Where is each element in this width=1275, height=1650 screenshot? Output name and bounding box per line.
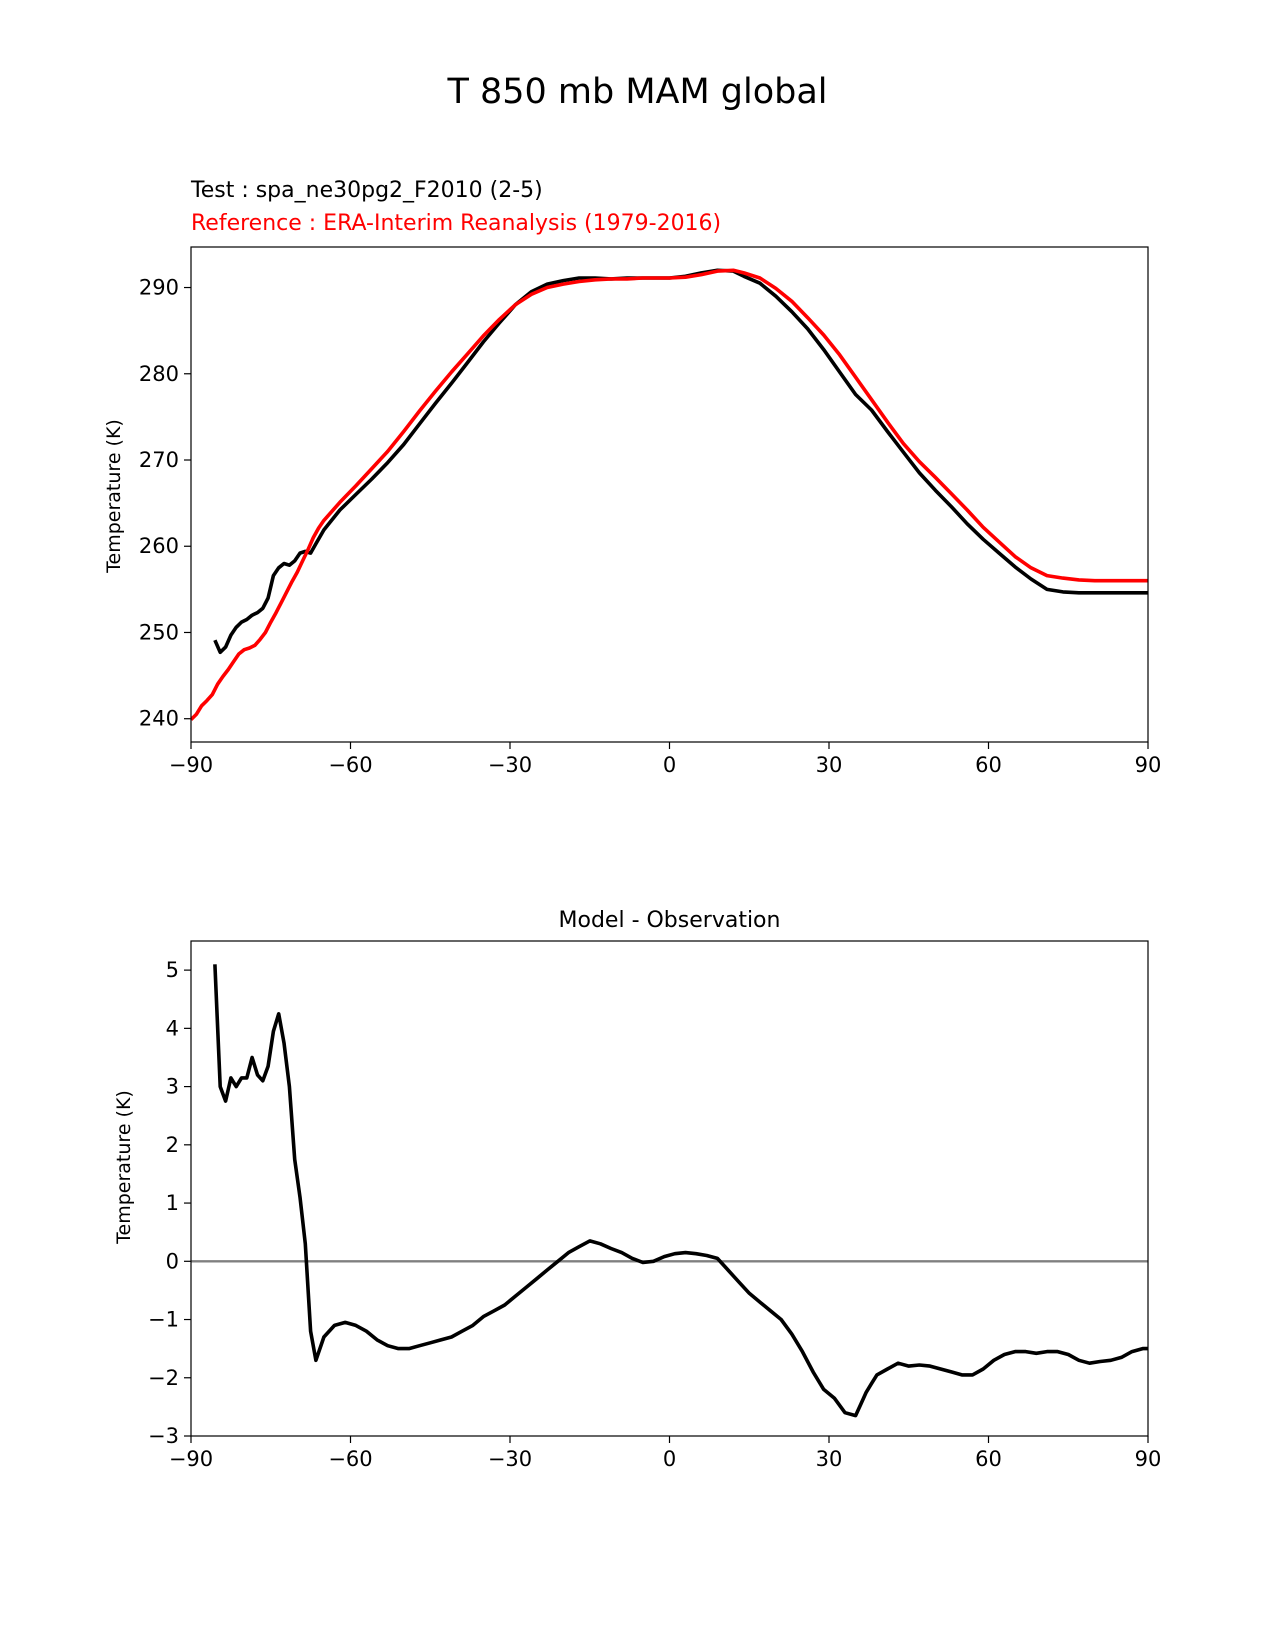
top-y-tick-label: 250 <box>139 620 179 644</box>
bottom-y-tick-label: −3 <box>148 1424 179 1448</box>
top-x-tick-label: −30 <box>488 753 532 777</box>
bottom-y-tick-label: 1 <box>166 1191 179 1215</box>
bottom-y-tick-label: 3 <box>166 1075 179 1099</box>
bottom-panel-title: Model - Observation <box>559 908 781 933</box>
figure-title: T 850 mb MAM global <box>447 72 828 112</box>
bottom-x-tick-label: 60 <box>975 1447 1002 1471</box>
top-series-lines <box>189 268 1148 721</box>
bottom-panel: Model - Observation Temperature (K) −90−… <box>113 908 1161 1471</box>
top-y-tick-label: 260 <box>139 534 179 558</box>
bottom-x-tick-label: −60 <box>328 1447 372 1471</box>
top-x-tick-label: −90 <box>169 753 213 777</box>
top-series-test-line <box>213 268 1148 655</box>
top-axis-ticks: −90 −60 −30 0 30 60 90 240 250 260 270 280 290 <box>139 276 1161 777</box>
top-x-tick-label: 30 <box>816 753 843 777</box>
bottom-series-difference-line <box>213 964 1148 1418</box>
top-x-tick-label: 90 <box>1135 753 1162 777</box>
top-y-tick-label: 280 <box>139 362 179 386</box>
top-y-tick-label: 270 <box>139 448 179 472</box>
test-label: Test : spa_ne30pg2_F2010 (2-5) <box>190 178 543 203</box>
top-y-tick-label: 240 <box>139 707 179 731</box>
top-x-tick-label: 60 <box>975 753 1002 777</box>
bottom-y-tick-label: 2 <box>166 1133 179 1157</box>
bottom-x-tick-label: 90 <box>1135 1447 1162 1471</box>
bottom-y-tick-label: −1 <box>148 1308 179 1332</box>
bottom-y-tick-label: −2 <box>148 1366 179 1390</box>
top-series-reference-line <box>189 268 1148 721</box>
bottom-y-tick-label: 0 <box>166 1249 179 1273</box>
bottom-x-tick-label: 0 <box>663 1447 676 1471</box>
top-plot-frame <box>190 246 1149 743</box>
bottom-y-tick-label: 4 <box>166 1016 179 1040</box>
bottom-series-lines <box>191 964 1148 1418</box>
bottom-plot-frame <box>190 940 1149 1437</box>
top-y-axis-label: Temperature (K) <box>103 419 125 574</box>
top-panel: Test : spa_ne30pg2_F2010 (2-5) Reference… <box>103 178 1161 777</box>
bottom-y-axis-label: Temperature (K) <box>113 1090 135 1245</box>
bottom-x-tick-label: 30 <box>816 1447 843 1471</box>
top-x-tick-label: −60 <box>328 753 372 777</box>
bottom-y-tick-label: 5 <box>166 958 179 982</box>
top-x-tick-label: 0 <box>663 753 676 777</box>
bottom-x-tick-label: −30 <box>488 1447 532 1471</box>
reference-label: Reference : ERA-Interim Reanalysis (1979… <box>191 211 721 236</box>
bottom-x-tick-label: −90 <box>169 1447 213 1471</box>
top-y-tick-label: 290 <box>139 276 179 300</box>
bottom-axis-ticks: −90 −60 −30 0 30 60 90 −3 −2 −1 0 1 2 3 4 5 <box>148 958 1161 1471</box>
